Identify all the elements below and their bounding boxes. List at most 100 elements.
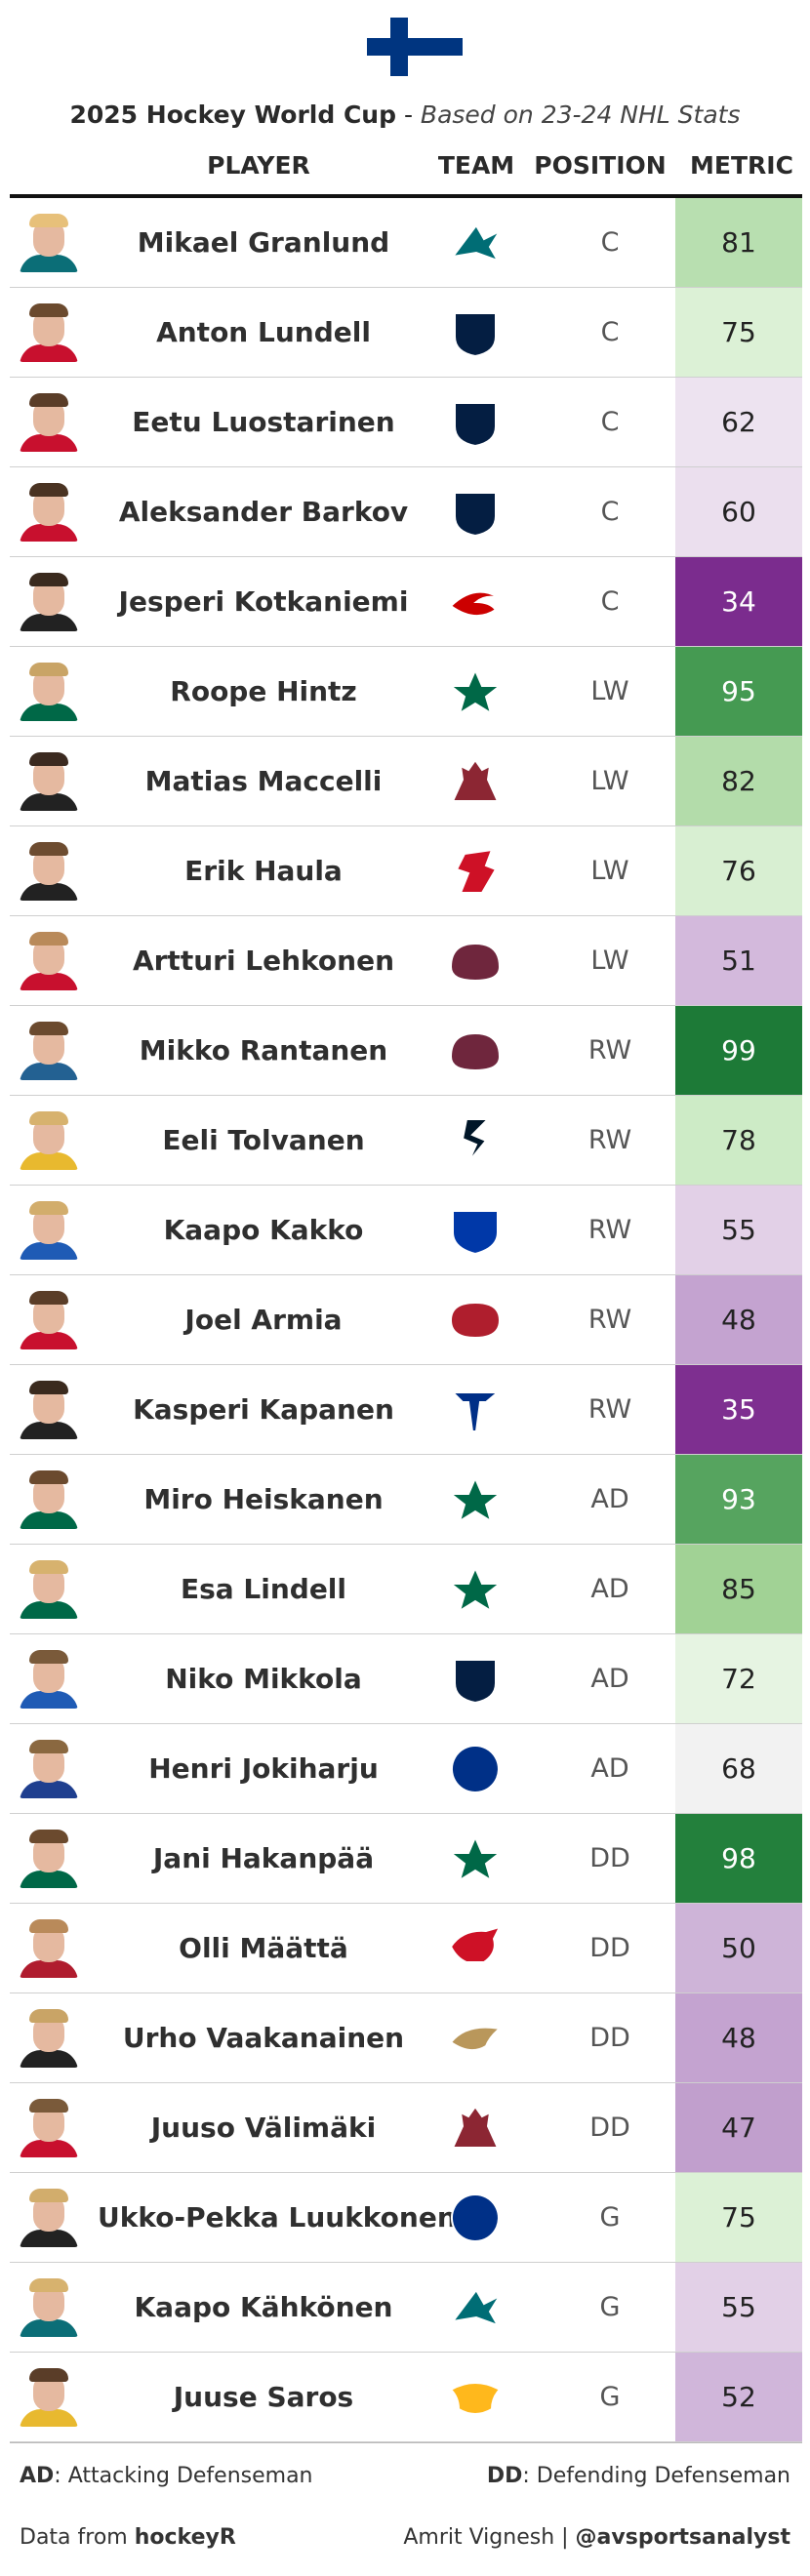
player-position: LW <box>590 766 629 796</box>
avatar-hair <box>29 1830 68 1843</box>
avatar-jersey <box>20 1781 78 1798</box>
player-position: LW <box>590 946 629 976</box>
canadiens-logo-icon <box>447 1295 504 1346</box>
metric-cell: 47 <box>675 2083 802 2172</box>
player-name: Henri Jokiharju <box>148 1752 379 1785</box>
player-avatar <box>20 212 78 272</box>
player-avatar <box>20 1558 78 1619</box>
metric-cell: 72 <box>675 1634 802 1723</box>
sabres-logo-icon <box>447 2193 504 2243</box>
legend-dd-key: DD <box>486 2464 523 2488</box>
player-avatar <box>20 840 78 901</box>
player-avatar <box>20 391 78 452</box>
data-source-prefix: Data from <box>20 2525 135 2550</box>
player-avatar <box>20 1199 78 1260</box>
finland-flag-icon <box>367 18 463 76</box>
player-avatar <box>20 1109 78 1170</box>
avatar-hair <box>29 573 68 586</box>
ducks-logo-icon <box>447 2013 504 2064</box>
metric-cell: 50 <box>675 1904 802 1992</box>
metric-cell: 55 <box>675 1186 802 1274</box>
player-name: Ukko-Pekka Luukkonen <box>98 2201 457 2234</box>
player-name: Roope Hintz <box>170 675 357 707</box>
table-row: Kasperi Kapanen RW 35 <box>10 1365 802 1455</box>
player-name: Olli Määttä <box>179 1932 348 1964</box>
avatar-jersey <box>20 1152 78 1170</box>
player-position: AD <box>590 1484 629 1514</box>
red-wings-logo-icon <box>447 1923 504 1974</box>
column-header-team: TEAM <box>437 151 515 180</box>
table-row: Esa Lindell AD 85 <box>10 1545 802 1634</box>
player-name: Erik Haula <box>184 855 343 887</box>
column-header-position: POSITION <box>534 151 667 180</box>
metric-cell: 62 <box>675 378 802 466</box>
player-name: Jani Hakanpää <box>152 1842 375 1874</box>
avatar-hair <box>29 1381 68 1394</box>
player-position: C <box>600 586 620 617</box>
credit: Amrit Vignesh | @avsportsanalyst <box>403 2525 790 2550</box>
metric-cell: 75 <box>675 288 802 377</box>
metric-cell: 76 <box>675 826 802 915</box>
blues-logo-icon <box>447 1385 504 1435</box>
avatar-hair <box>29 483 68 497</box>
table-row: Jani Hakanpää DD 98 <box>10 1814 802 1904</box>
player-avatar <box>20 930 78 990</box>
table-row: Artturi Lehkonen LW 51 <box>10 916 802 1006</box>
avalanche-logo-icon <box>447 936 504 986</box>
player-avatar <box>20 481 78 542</box>
table-row: Urho Vaakanainen DD 48 <box>10 1993 802 2083</box>
player-position: C <box>600 317 620 347</box>
avatar-jersey <box>20 1242 78 1260</box>
player-position: RW <box>587 1125 632 1155</box>
rangers-logo-icon <box>447 1205 504 1256</box>
metric-cell: 82 <box>675 737 802 825</box>
metric-cell: 52 <box>675 2353 802 2441</box>
avatar-hair <box>29 2099 68 2113</box>
avatar-hair <box>29 2278 68 2292</box>
player-name: Juuso Välimäki <box>150 2112 377 2144</box>
panthers-logo-icon <box>447 1654 504 1705</box>
metric-cell: 35 <box>675 1365 802 1454</box>
player-position: G <box>599 2292 621 2322</box>
player-position: C <box>600 407 620 437</box>
column-headers: PLAYER TEAM POSITION METRIC <box>0 151 810 186</box>
metric-cell: 99 <box>675 1006 802 1095</box>
player-avatar <box>20 661 78 721</box>
table-row: Henri Jokiharju AD 68 <box>10 1724 802 1814</box>
avatar-hair <box>29 2009 68 2023</box>
player-avatar <box>20 1828 78 1888</box>
avatar-jersey <box>20 1422 78 1439</box>
sabres-logo-icon <box>447 1744 504 1794</box>
avatar-jersey <box>20 1511 78 1529</box>
player-position: G <box>599 2382 621 2412</box>
panthers-logo-icon <box>447 397 504 448</box>
player-avatar <box>20 2276 78 2337</box>
avatar-hair <box>29 1740 68 1753</box>
avatar-hair <box>29 393 68 407</box>
player-name: Juuse Saros <box>173 2381 354 2413</box>
avatar-hair <box>29 303 68 317</box>
sharks-logo-icon <box>447 218 504 268</box>
player-name: Niko Mikkola <box>165 1663 362 1695</box>
player-position: DD <box>589 2113 630 2143</box>
avatar-jersey <box>20 344 78 362</box>
player-position: RW <box>587 1394 632 1425</box>
avatar-jersey <box>20 614 78 631</box>
table-row: Juuso Välimäki DD 47 <box>10 2083 802 2173</box>
avatar-hair <box>29 752 68 766</box>
avatar-hair <box>29 932 68 946</box>
avatar-jersey <box>20 1601 78 1619</box>
metric-cell: 98 <box>675 1814 802 1903</box>
avatar-hair <box>29 1291 68 1305</box>
table-row: Niko Mikkola AD 72 <box>10 1634 802 1724</box>
player-name: Mikael Granlund <box>137 226 390 259</box>
avatar-jersey <box>20 1691 78 1709</box>
player-name: Joel Armia <box>184 1304 343 1336</box>
table-row: Matias Maccelli LW 82 <box>10 737 802 826</box>
player-position: RW <box>587 1035 632 1066</box>
metric-cell: 93 <box>675 1455 802 1544</box>
legend-ad-key: AD <box>20 2464 55 2488</box>
avatar-hair <box>29 663 68 676</box>
title-separator: - <box>396 101 421 129</box>
avatar-jersey <box>20 973 78 990</box>
